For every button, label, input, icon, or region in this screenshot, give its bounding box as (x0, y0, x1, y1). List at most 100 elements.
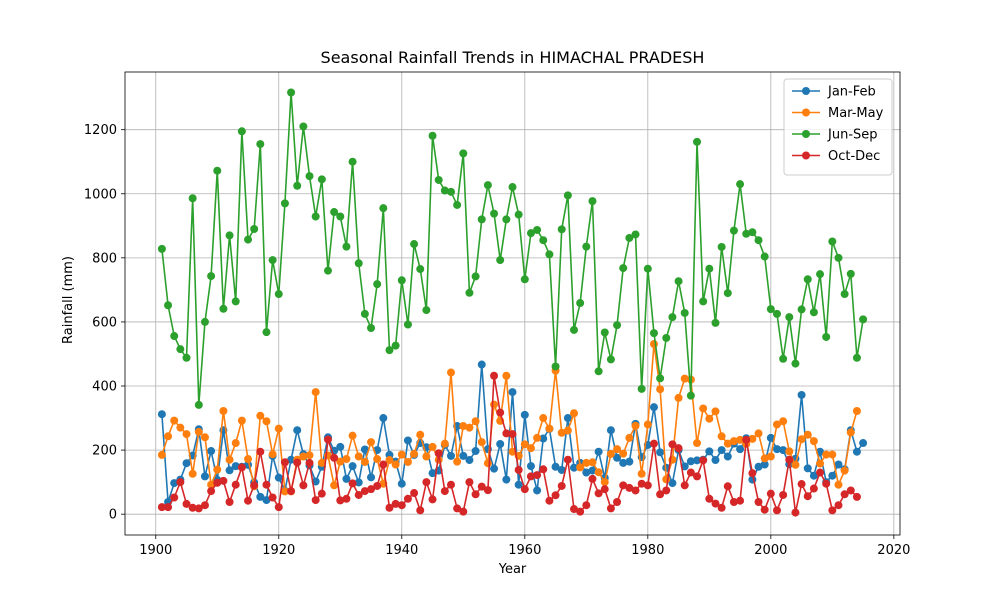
data-point (416, 506, 425, 515)
data-point (453, 200, 462, 209)
data-point (465, 478, 474, 487)
data-point (723, 482, 732, 491)
plot-area (124, 71, 901, 536)
data-point (459, 149, 468, 158)
data-point (490, 371, 499, 380)
y-axis: 0 200 400 600 800 1000 1200 (84, 123, 125, 523)
data-point (588, 197, 597, 206)
data-point (514, 465, 523, 474)
data-point (348, 157, 357, 166)
data-point (551, 491, 560, 500)
data-point (656, 490, 665, 499)
data-point (317, 489, 326, 498)
data-point (268, 493, 277, 502)
data-point (619, 458, 628, 467)
data-point (207, 447, 216, 456)
data-point (785, 447, 794, 456)
data-point (459, 422, 468, 431)
data-point (840, 466, 849, 475)
data-point (613, 321, 622, 330)
data-point (557, 465, 566, 474)
data-point (693, 439, 702, 448)
data-point (834, 460, 843, 469)
data-point (416, 430, 425, 439)
data-point (613, 453, 622, 462)
data-point (262, 328, 271, 337)
data-point (779, 417, 788, 426)
data-point (600, 485, 609, 494)
data-point (649, 403, 658, 412)
data-point (410, 449, 419, 458)
data-point (477, 438, 486, 447)
data-point (170, 479, 179, 488)
data-point (840, 290, 849, 299)
data-point (557, 225, 566, 234)
data-point (656, 385, 665, 394)
data-point (766, 489, 775, 498)
data-point (828, 450, 837, 459)
data-point (619, 449, 628, 458)
data-point (157, 503, 166, 512)
data-point (410, 489, 419, 498)
data-point (483, 181, 492, 190)
y-tick-label: 1200 (84, 123, 117, 138)
data-point (305, 172, 314, 181)
data-point (188, 469, 197, 478)
data-point (723, 439, 732, 448)
data-point (760, 252, 769, 261)
data-point (428, 131, 437, 140)
data-point (311, 388, 320, 397)
data-point (397, 501, 406, 510)
x-tick-label: 1960 (508, 543, 541, 558)
data-point (446, 368, 455, 377)
data-point (410, 240, 419, 249)
data-point (360, 309, 369, 318)
data-point (736, 180, 745, 189)
data-point (176, 423, 185, 432)
x-tick-label: 2000 (754, 543, 787, 558)
data-point (822, 332, 831, 341)
data-point (274, 290, 283, 299)
x-tick-label: 2020 (877, 543, 910, 558)
data-point (760, 505, 769, 514)
data-point (225, 455, 234, 464)
data-point (766, 305, 775, 314)
data-point (760, 460, 769, 469)
data-point (274, 503, 283, 512)
data-point (157, 410, 166, 419)
data-point (649, 329, 658, 338)
series-group (157, 88, 868, 517)
data-point (588, 466, 597, 475)
data-point (520, 410, 529, 419)
data-point (182, 430, 191, 439)
data-point (539, 434, 548, 443)
data-point (225, 466, 234, 475)
data-point (686, 391, 695, 400)
data-point (772, 506, 781, 515)
data-point (373, 481, 382, 490)
data-point (668, 479, 677, 488)
data-point (453, 457, 462, 466)
legend-item: Mar-May (792, 106, 884, 121)
data-point (397, 276, 406, 285)
data-point (490, 464, 499, 473)
data-point (748, 228, 757, 237)
data-point (588, 458, 597, 467)
data-point (496, 440, 505, 448)
data-point (717, 446, 726, 455)
data-point (250, 481, 259, 490)
data-point (619, 481, 628, 490)
data-point (822, 450, 831, 459)
data-point (674, 277, 683, 286)
data-point (323, 266, 332, 275)
data-point (699, 297, 708, 306)
data-point (453, 504, 462, 513)
data-point (231, 480, 240, 489)
data-point (293, 181, 302, 190)
data-point (846, 428, 855, 437)
data-point (508, 183, 517, 192)
legend-label: Oct-Dec (828, 149, 880, 164)
data-point (526, 462, 535, 471)
data-point (803, 275, 812, 284)
data-point (680, 481, 689, 490)
